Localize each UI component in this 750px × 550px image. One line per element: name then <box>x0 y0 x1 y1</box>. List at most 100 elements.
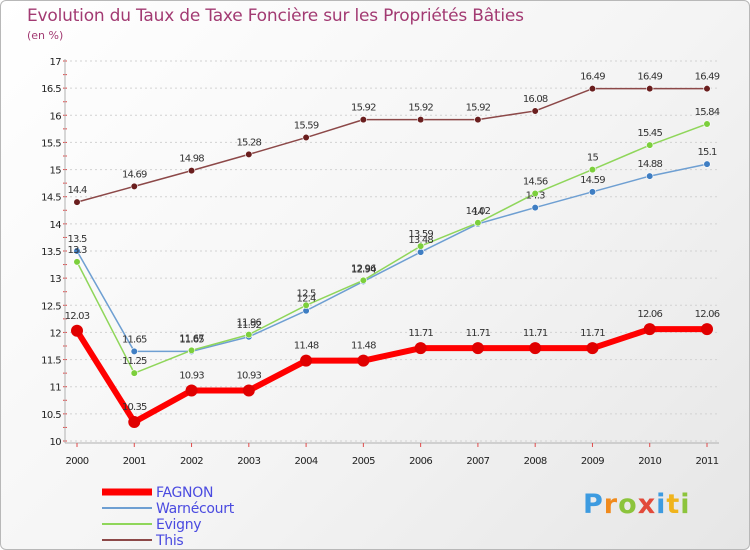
data-point <box>474 116 482 124</box>
data-label: 15.1 <box>697 147 717 158</box>
data-label: 12.94 <box>351 264 376 275</box>
data-label: 15.59 <box>294 121 319 132</box>
x-tick-label: 2004 <box>295 456 318 467</box>
data-label: 14.69 <box>122 169 147 180</box>
data-label: 16.49 <box>580 72 605 83</box>
data-label: 11.65 <box>122 334 147 345</box>
data-point <box>130 182 138 190</box>
data-point <box>529 342 542 355</box>
data-point <box>302 301 310 309</box>
proxiti-logo: Proxiti <box>583 489 691 520</box>
chart-title: Evolution du Taux de Taxe Foncière sur l… <box>27 6 524 26</box>
y-tick-label: 17 <box>49 57 61 68</box>
legend-label-fagnon: FAGNON <box>156 485 213 501</box>
x-tick-label: 2002 <box>180 456 203 467</box>
data-point <box>185 384 198 397</box>
data-label: 15.84 <box>695 107 720 118</box>
data-label: 12.96 <box>351 263 376 274</box>
data-point <box>531 203 539 212</box>
data-label: 14.56 <box>523 176 548 187</box>
data-point <box>71 324 83 337</box>
data-label: 13.48 <box>408 235 433 246</box>
x-tick-label: 2008 <box>524 456 547 467</box>
y-tick-label: 11.5 <box>41 356 61 367</box>
y-tick-label: 14.5 <box>41 193 61 204</box>
data-point <box>187 346 196 354</box>
data-point <box>359 116 367 124</box>
data-point <box>73 198 81 206</box>
logo-letter: o <box>618 489 638 520</box>
data-label: 14.98 <box>179 154 204 165</box>
y-tick-label: 12 <box>49 328 61 339</box>
data-point <box>646 141 654 149</box>
data-point <box>646 172 654 180</box>
y-tick-label: 16.5 <box>41 84 61 95</box>
data-label: 14.4 <box>67 185 87 196</box>
data-label: 11.71 <box>408 328 433 339</box>
data-point <box>128 416 141 428</box>
data-point <box>73 258 81 266</box>
data-label: 15 <box>587 153 599 164</box>
data-label: 14.88 <box>637 159 662 170</box>
data-label: 11.96 <box>236 318 261 329</box>
y-tick-label: 12.5 <box>41 301 61 312</box>
x-tick-label: 2010 <box>638 456 661 467</box>
logo-letter: i <box>656 489 667 520</box>
data-label: 11.65 <box>179 334 204 345</box>
data-point <box>471 342 484 355</box>
data-label: 11.48 <box>351 341 376 352</box>
legend-label-evigny: Evigny <box>156 517 201 533</box>
logo-letter: P <box>583 489 604 520</box>
y-tick-label: 13.5 <box>41 247 61 258</box>
x-tick-label: 2003 <box>237 456 260 467</box>
data-point <box>357 354 370 367</box>
data-point <box>245 150 253 158</box>
data-label: 15.92 <box>466 103 491 114</box>
series-line-warnécourt <box>76 163 708 353</box>
x-tick-label: 2000 <box>65 456 88 467</box>
logo-letter: x <box>637 489 657 520</box>
data-label: 12.03 <box>65 311 90 322</box>
y-tick-label: 10.5 <box>41 410 61 421</box>
logo-letter: i <box>680 489 691 520</box>
data-label: 16.08 <box>523 94 548 105</box>
data-point <box>245 331 253 339</box>
data-point <box>359 276 367 284</box>
data-point <box>703 120 711 128</box>
data-point <box>588 85 597 93</box>
data-label: 15.92 <box>408 103 433 114</box>
data-point <box>242 384 255 397</box>
data-point <box>643 323 656 336</box>
x-tick-label: 2001 <box>123 456 146 467</box>
data-label: 11.48 <box>294 341 319 352</box>
data-label: 10.93 <box>236 371 261 382</box>
y-tick-label: 11 <box>49 383 61 394</box>
data-label: 16.49 <box>637 72 662 83</box>
data-label: 16.49 <box>695 72 720 83</box>
data-label: 15.92 <box>351 103 376 114</box>
data-label: 12.06 <box>695 309 720 320</box>
data-label: 11.71 <box>466 328 491 339</box>
data-label: 11.92 <box>236 320 261 331</box>
logo-letter: t <box>666 489 681 520</box>
legend-label-this: This <box>155 533 183 549</box>
y-axis-unit-label: (en %) <box>27 29 64 42</box>
data-label: 12.4 <box>297 294 317 305</box>
data-point <box>588 165 597 174</box>
data-label: 12.06 <box>637 309 662 320</box>
data-point <box>417 248 425 256</box>
data-label: 12.5 <box>297 288 317 299</box>
data-label: 10.93 <box>179 371 204 382</box>
data-label: 11.71 <box>580 328 605 339</box>
y-tick-label: 15 <box>49 166 61 177</box>
data-point <box>417 116 425 124</box>
data-label: 10.35 <box>122 402 147 413</box>
data-label: 15.28 <box>236 137 261 148</box>
data-label: 15.45 <box>637 128 662 139</box>
x-tick-label: 2011 <box>695 456 718 467</box>
data-point <box>703 160 711 168</box>
data-point <box>417 242 425 250</box>
data-point <box>414 342 427 355</box>
x-tick-label: 2005 <box>352 456 375 467</box>
x-tick-label: 2006 <box>409 456 432 467</box>
